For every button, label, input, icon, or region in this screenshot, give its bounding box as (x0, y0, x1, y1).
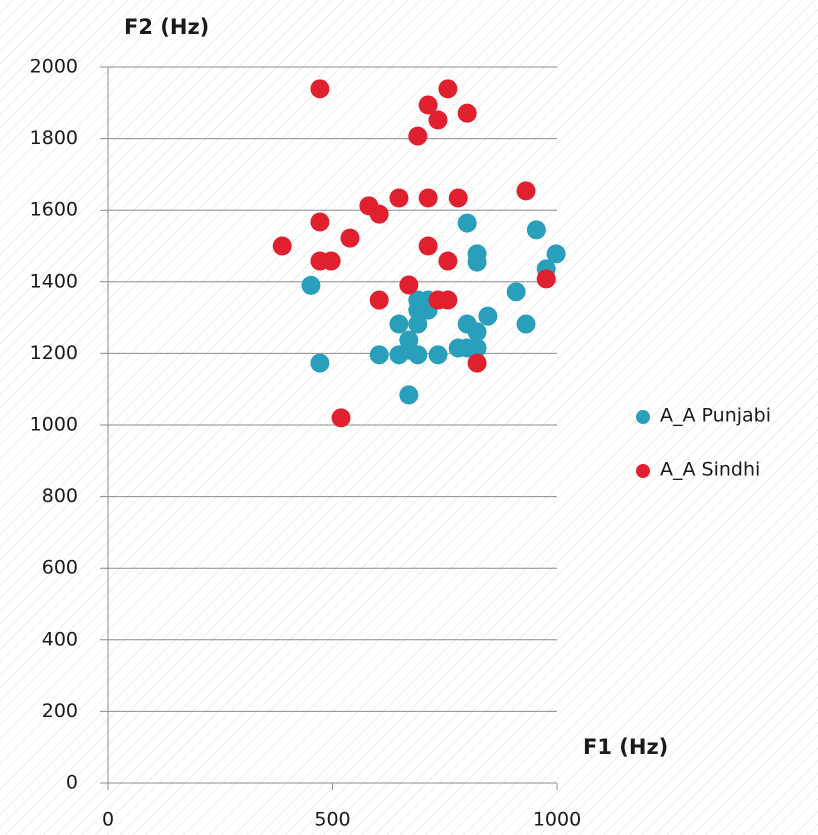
point (310, 79, 330, 99)
point (467, 252, 487, 272)
y-tick-label: 1000 (30, 414, 78, 436)
point (418, 188, 438, 208)
x-tick-label: 500 (314, 809, 350, 831)
point (428, 110, 448, 130)
point (457, 103, 477, 123)
legend-marker (636, 410, 650, 424)
point (467, 338, 487, 358)
x-axis-title: F1 (Hz) (583, 735, 668, 759)
legend-label: A_A Sindhi (660, 459, 760, 481)
point (546, 244, 566, 264)
point (310, 212, 330, 232)
point (478, 306, 498, 326)
point (448, 188, 468, 208)
y-tick-label: 400 (42, 628, 78, 650)
point (536, 269, 556, 289)
point (310, 353, 330, 373)
point (389, 314, 409, 334)
point (272, 236, 292, 256)
point (408, 314, 428, 334)
y-tick-label: 200 (42, 700, 78, 722)
point (438, 251, 458, 271)
y-tick-label: 0 (66, 772, 78, 794)
legend-label: A_A Punjabi (660, 405, 771, 427)
y-tick-label: 2000 (30, 56, 78, 78)
point (399, 385, 419, 405)
point (457, 213, 477, 233)
y-axis-title: F2 (Hz) (124, 15, 209, 39)
point (418, 95, 438, 115)
point (369, 204, 389, 224)
point (428, 345, 448, 365)
point (516, 314, 536, 334)
point (389, 188, 409, 208)
y-tick-label: 800 (42, 485, 78, 507)
x-tick-label: 0 (102, 809, 114, 831)
point (526, 220, 546, 240)
point (340, 228, 360, 248)
legend-marker (636, 464, 650, 478)
point (399, 275, 419, 295)
point (369, 345, 389, 365)
y-tick-label: 1600 (30, 199, 78, 221)
point (467, 353, 487, 373)
x-tick-label: 1000 (533, 809, 581, 831)
point (331, 408, 351, 428)
point (321, 251, 341, 271)
y-tick-label: 1800 (30, 127, 78, 149)
point (408, 345, 428, 365)
y-tick-label: 600 (42, 557, 78, 579)
point (516, 181, 536, 201)
point (418, 236, 438, 256)
y-tick-label: 1200 (30, 342, 78, 364)
y-tick-label: 1400 (30, 270, 78, 292)
point (506, 282, 526, 302)
point (408, 126, 428, 146)
point (438, 79, 458, 99)
point (301, 275, 321, 295)
point (438, 290, 458, 310)
point (369, 290, 389, 310)
point (467, 322, 487, 342)
